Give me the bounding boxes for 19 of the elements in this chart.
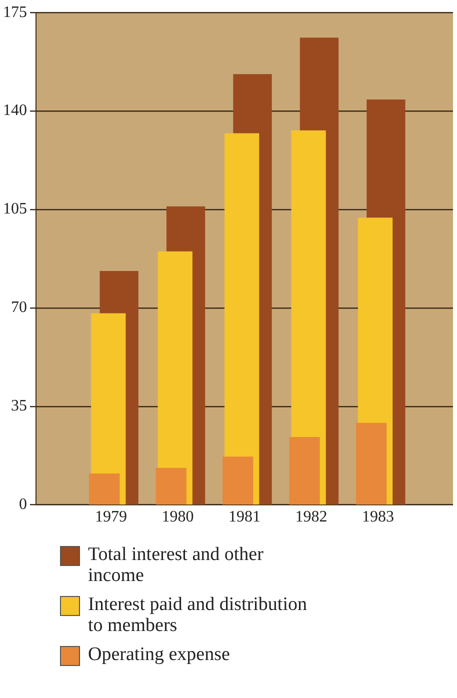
bar: [222, 456, 254, 505]
x-tick-label: 1983: [362, 508, 394, 526]
y-tick-label: 105: [3, 200, 27, 218]
bar: [156, 468, 186, 505]
x-tick-label: 1982: [295, 508, 328, 526]
y-tick-label: 35: [11, 398, 27, 415]
bar: [356, 422, 387, 505]
y-tick-label: 140: [3, 102, 27, 120]
y-tick-label: 70: [11, 299, 27, 316]
y-tick-label: 175: [3, 4, 27, 21]
bar: [289, 436, 320, 505]
bar: [89, 474, 120, 505]
legend-label: Operating expense: [88, 644, 231, 665]
x-tick-label: 1980: [162, 508, 194, 526]
x-tick-label: 1979: [95, 508, 128, 526]
y-tick-label: 0: [19, 496, 27, 514]
legend-label: Interest paid and distribution to members: [88, 594, 308, 636]
x-tick-label: 1981: [228, 508, 260, 526]
legend-label: Total interest and other income: [88, 544, 264, 586]
